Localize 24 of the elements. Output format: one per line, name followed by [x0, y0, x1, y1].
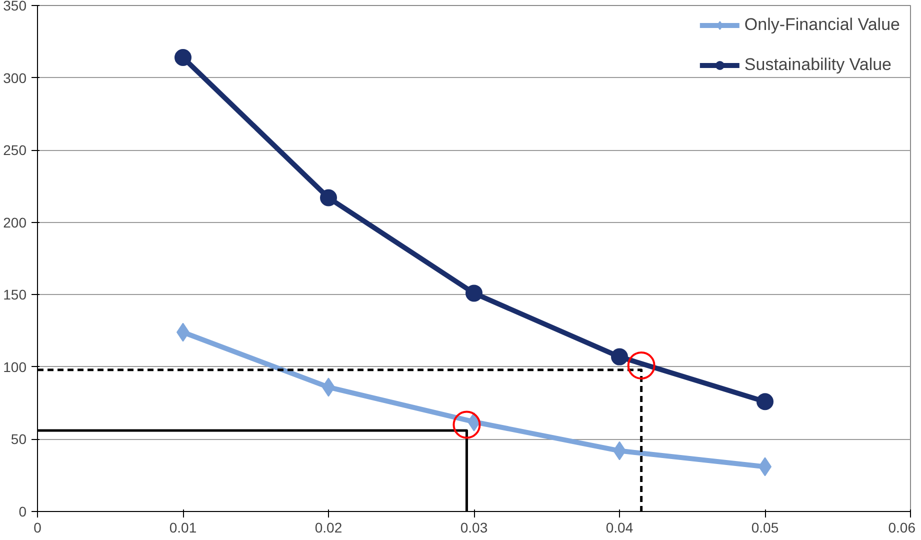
- y-tick-label: 300: [3, 70, 27, 86]
- x-tick-label: 0.03: [460, 520, 488, 536]
- point: [611, 348, 628, 366]
- y-tick-label: 350: [3, 0, 27, 14]
- x-tick-label: 0.01: [169, 520, 197, 536]
- legend-label: Only-Financial Value: [744, 15, 900, 35]
- x-tick-label: 0.06: [888, 520, 916, 536]
- point: [466, 284, 482, 302]
- point: [627, 352, 656, 380]
- y-tick-label: 100: [3, 358, 27, 375]
- y-tick-label: 250: [3, 142, 27, 158]
- x-tick-label: 0.02: [314, 520, 342, 536]
- x-tick-label: 0.04: [606, 520, 634, 536]
- x-tick-label: 0.05: [751, 520, 779, 536]
- y-tick-label: 150: [3, 286, 27, 303]
- y-tick-label: 200: [3, 214, 27, 230]
- point: [452, 410, 481, 439]
- y-tick-label: 0: [18, 504, 27, 520]
- y-tick-label: 50: [10, 431, 27, 448]
- point: [756, 393, 774, 410]
- legend-label: Sustainability Value: [744, 55, 892, 75]
- x-tick-label: 0: [34, 520, 42, 536]
- point: [174, 49, 192, 66]
- point: [320, 189, 337, 206]
